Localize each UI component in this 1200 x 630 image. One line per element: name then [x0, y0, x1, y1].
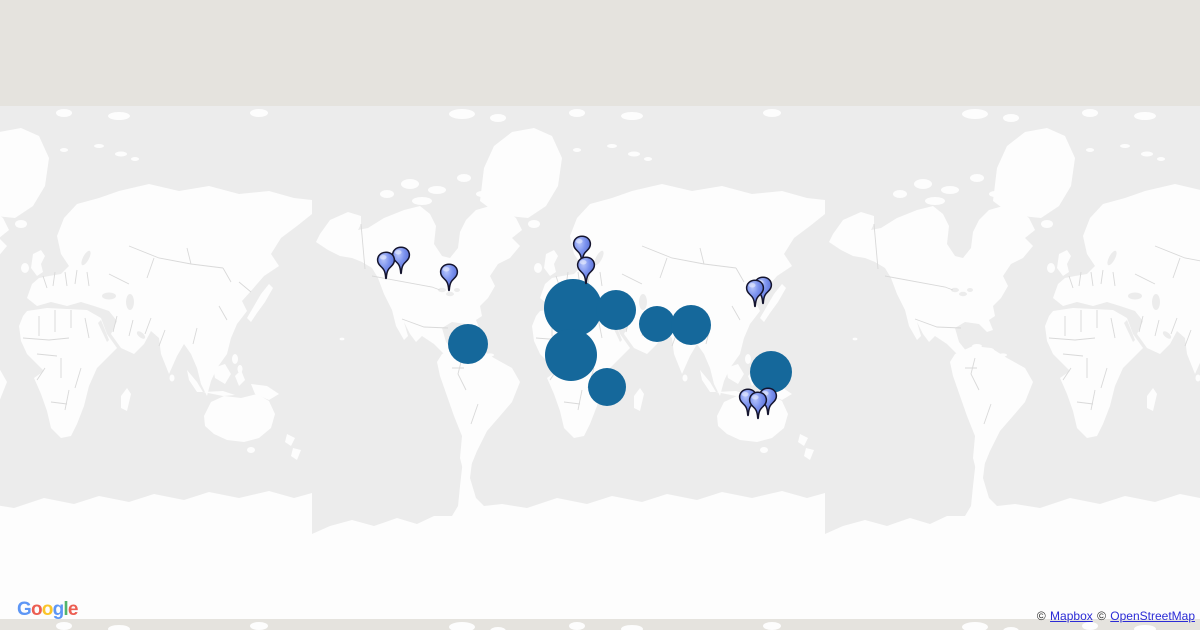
copyright-symbol: © [1097, 609, 1106, 623]
google-logo-letter: l [63, 599, 68, 620]
cluster-marker[interactable] [671, 305, 711, 345]
map-pin-marker[interactable] [376, 251, 396, 280]
copyright-symbol: © [1036, 609, 1046, 623]
google-logo-letter: g [52, 599, 65, 620]
cluster-marker[interactable] [596, 290, 636, 330]
map-pin-marker[interactable] [576, 256, 596, 285]
cluster-marker[interactable] [544, 279, 602, 337]
cluster-marker[interactable] [448, 324, 488, 364]
map-attribution: © Mapbox © OpenStreetMap [1036, 609, 1195, 623]
google-logo-letter: G [17, 599, 32, 620]
map-tiles-row [0, 106, 1200, 619]
map-pin-marker[interactable] [748, 391, 768, 420]
cluster-marker[interactable] [545, 329, 597, 381]
cluster-marker[interactable] [588, 368, 626, 406]
google-logo[interactable]: Google [17, 599, 78, 621]
google-logo-letter: o [30, 599, 43, 620]
cluster-marker[interactable] [750, 351, 792, 393]
mapbox-attribution-link[interactable]: Mapbox [1050, 609, 1093, 623]
google-logo-letter: o [41, 599, 54, 620]
map-pin-marker[interactable] [439, 263, 459, 292]
map-pin-marker[interactable] [745, 279, 765, 308]
openstreetmap-attribution-link[interactable]: OpenStreetMap [1110, 609, 1195, 623]
cluster-marker[interactable] [639, 306, 675, 342]
google-logo-letter: e [67, 599, 79, 620]
